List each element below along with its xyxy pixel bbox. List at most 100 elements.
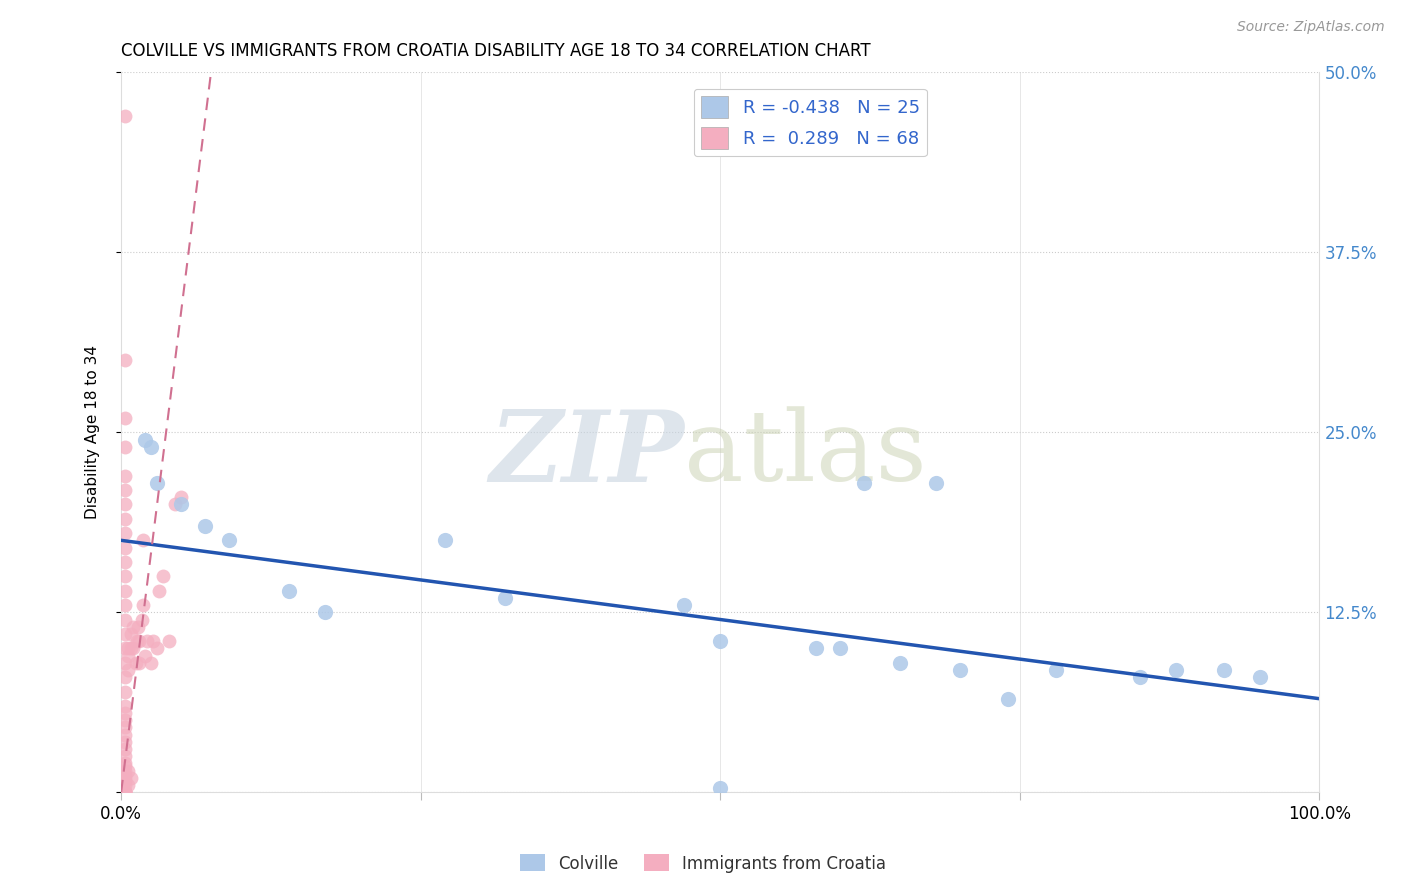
Point bbox=[124, 656, 146, 670]
Point bbox=[142, 634, 165, 648]
Point bbox=[114, 440, 136, 454]
Legend: Colville, Immigrants from Croatia: Colville, Immigrants from Croatia bbox=[513, 847, 893, 880]
Point bbox=[148, 583, 170, 598]
Point bbox=[114, 468, 136, 483]
Point bbox=[165, 497, 187, 511]
Point bbox=[853, 475, 876, 490]
Point bbox=[114, 684, 136, 698]
Point bbox=[120, 771, 142, 785]
Point bbox=[889, 656, 911, 670]
Point bbox=[114, 641, 136, 656]
Point bbox=[114, 706, 136, 720]
Point bbox=[1045, 663, 1067, 677]
Point bbox=[433, 533, 456, 548]
Point bbox=[120, 627, 142, 641]
Point bbox=[114, 771, 136, 785]
Point bbox=[709, 634, 731, 648]
Point bbox=[114, 785, 136, 799]
Point bbox=[114, 785, 136, 799]
Point bbox=[1129, 670, 1152, 684]
Point bbox=[114, 698, 136, 713]
Text: COLVILLE VS IMMIGRANTS FROM CROATIA DISABILITY AGE 18 TO 34 CORRELATION CHART: COLVILLE VS IMMIGRANTS FROM CROATIA DISA… bbox=[121, 42, 870, 60]
Point bbox=[114, 721, 136, 735]
Point bbox=[170, 490, 193, 504]
Text: ZIP: ZIP bbox=[489, 406, 685, 502]
Point bbox=[114, 764, 136, 778]
Point bbox=[1164, 663, 1187, 677]
Point bbox=[114, 656, 136, 670]
Point bbox=[114, 728, 136, 742]
Point bbox=[114, 749, 136, 764]
Point bbox=[117, 641, 139, 656]
Text: atlas: atlas bbox=[685, 406, 927, 502]
Point bbox=[114, 785, 136, 799]
Point bbox=[218, 533, 240, 548]
Point bbox=[117, 648, 139, 663]
Point bbox=[131, 613, 153, 627]
Point bbox=[114, 512, 136, 526]
Point bbox=[114, 541, 136, 555]
Point bbox=[114, 785, 136, 799]
Point bbox=[152, 569, 174, 583]
Point bbox=[114, 411, 136, 425]
Point bbox=[117, 778, 139, 792]
Point bbox=[134, 433, 156, 447]
Point bbox=[127, 620, 149, 634]
Point bbox=[114, 785, 136, 799]
Point bbox=[709, 780, 731, 795]
Point bbox=[120, 641, 142, 656]
Point bbox=[131, 598, 153, 612]
Point bbox=[117, 764, 139, 778]
Point bbox=[146, 641, 169, 656]
Point bbox=[114, 773, 136, 788]
Point bbox=[114, 497, 136, 511]
Point bbox=[114, 670, 136, 684]
Point bbox=[128, 634, 150, 648]
Legend: R = -0.438   N = 25, R =  0.289   N = 68: R = -0.438 N = 25, R = 0.289 N = 68 bbox=[695, 88, 927, 156]
Point bbox=[1249, 670, 1271, 684]
Point bbox=[136, 634, 159, 648]
Point bbox=[128, 656, 150, 670]
Point bbox=[494, 591, 516, 605]
Point bbox=[125, 634, 148, 648]
Point bbox=[139, 440, 162, 454]
Point bbox=[114, 742, 136, 756]
Point bbox=[170, 497, 193, 511]
Point bbox=[114, 759, 136, 773]
Point bbox=[114, 598, 136, 612]
Point bbox=[194, 519, 217, 533]
Point bbox=[117, 663, 139, 677]
Y-axis label: Disability Age 18 to 34: Disability Age 18 to 34 bbox=[86, 345, 100, 519]
Point bbox=[122, 620, 145, 634]
Point bbox=[925, 475, 948, 490]
Point bbox=[131, 533, 153, 548]
Point bbox=[139, 656, 162, 670]
Point bbox=[114, 109, 136, 123]
Point bbox=[114, 555, 136, 569]
Point bbox=[314, 605, 336, 619]
Point bbox=[997, 691, 1019, 706]
Point bbox=[146, 475, 169, 490]
Point bbox=[157, 634, 180, 648]
Point bbox=[114, 526, 136, 541]
Point bbox=[114, 714, 136, 728]
Point bbox=[114, 756, 136, 771]
Point bbox=[830, 641, 852, 656]
Point bbox=[114, 627, 136, 641]
Point bbox=[949, 663, 972, 677]
Point bbox=[114, 483, 136, 497]
Text: Source: ZipAtlas.com: Source: ZipAtlas.com bbox=[1237, 20, 1385, 34]
Point bbox=[114, 583, 136, 598]
Point bbox=[122, 641, 145, 656]
Point bbox=[804, 641, 827, 656]
Point bbox=[1212, 663, 1234, 677]
Point bbox=[114, 569, 136, 583]
Point bbox=[673, 598, 696, 612]
Point bbox=[134, 648, 156, 663]
Point bbox=[114, 735, 136, 749]
Point bbox=[114, 768, 136, 782]
Point bbox=[114, 778, 136, 792]
Point bbox=[277, 583, 299, 598]
Point bbox=[114, 353, 136, 368]
Point bbox=[114, 613, 136, 627]
